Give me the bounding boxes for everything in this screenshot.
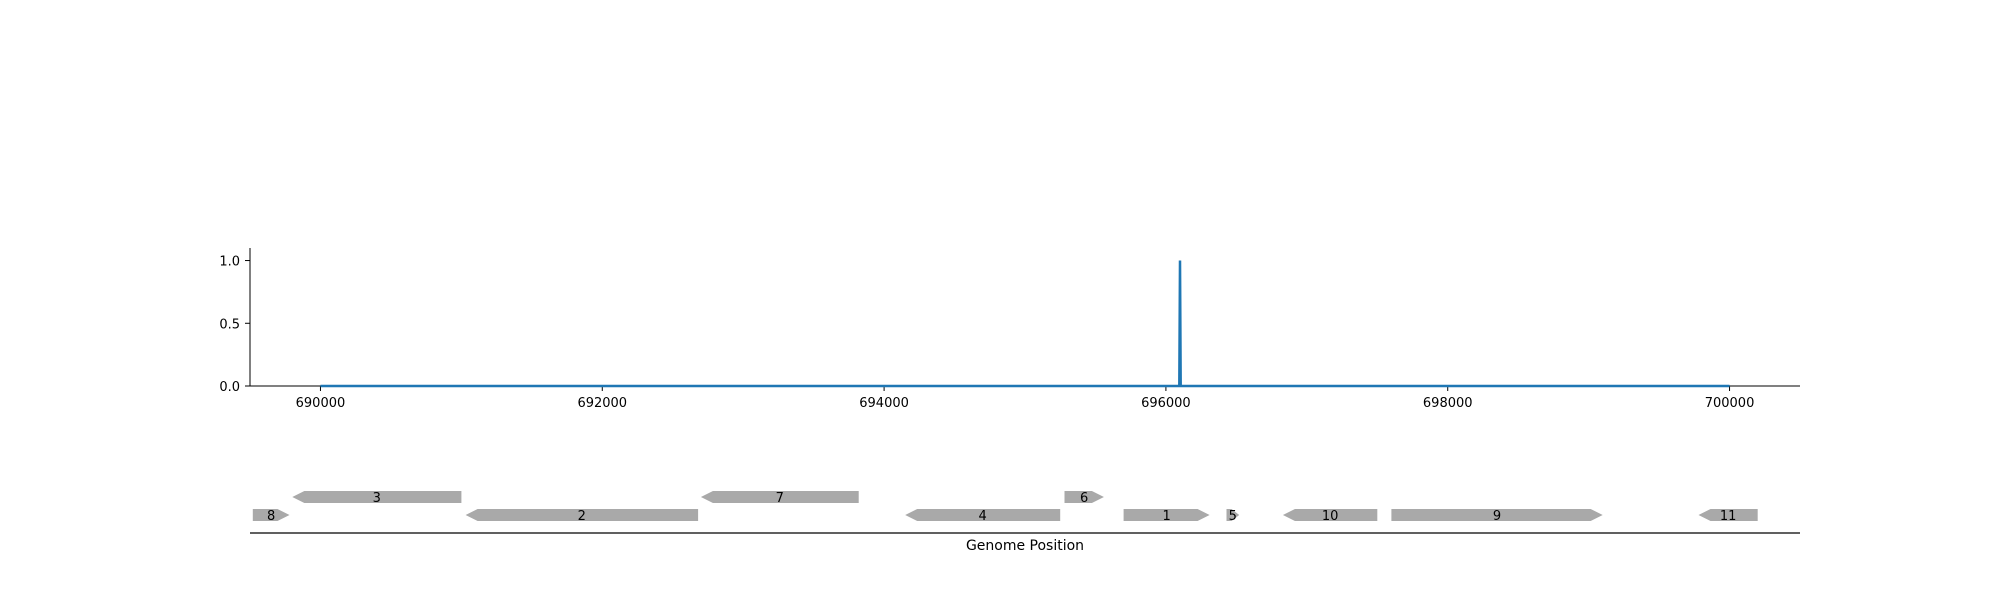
gene-label: 8 bbox=[267, 509, 275, 524]
gene-label: 1 bbox=[1162, 509, 1170, 524]
gene-arrow bbox=[1282, 509, 1378, 521]
x-tick-label: 696000 bbox=[1141, 396, 1191, 411]
gene-arrow bbox=[465, 509, 699, 521]
x-tick-label: 700000 bbox=[1705, 396, 1755, 411]
gene-arrow bbox=[700, 491, 859, 503]
y-tick-label: 0.0 bbox=[219, 380, 240, 395]
coverage-line bbox=[320, 260, 1730, 388]
gene-arrow bbox=[1123, 509, 1210, 521]
gene-arrow bbox=[1064, 491, 1104, 503]
gene-label: 3 bbox=[373, 491, 381, 506]
gene-label: 2 bbox=[578, 509, 586, 524]
y-tick-label: 1.0 bbox=[219, 255, 240, 270]
gene-track-xlabel: Genome Position bbox=[966, 538, 1084, 554]
gene-label: 4 bbox=[979, 509, 987, 524]
x-tick-label: 690000 bbox=[296, 396, 346, 411]
gene-label: 7 bbox=[776, 491, 784, 506]
gene-label: 5 bbox=[1229, 509, 1237, 524]
x-tick-label: 692000 bbox=[577, 396, 627, 411]
gene-arrow bbox=[1698, 509, 1758, 521]
x-tick-label: 698000 bbox=[1423, 396, 1473, 411]
gene-label: 11 bbox=[1720, 509, 1737, 524]
gene-track: 8 3 2 7 4 6 1 5 10 9 11 bbox=[250, 491, 1800, 534]
gene-arrow bbox=[292, 491, 462, 503]
coverage-plot: 0.0 0.5 1.0 690000 692000 694000 696000 698000 7… bbox=[219, 248, 1800, 411]
gene-label: 10 bbox=[1322, 509, 1339, 524]
gene-label: 9 bbox=[1493, 509, 1501, 524]
gene-arrow bbox=[1391, 509, 1603, 521]
gene-label: 6 bbox=[1080, 491, 1088, 506]
gene-arrow bbox=[252, 509, 290, 521]
x-tick-label: 694000 bbox=[859, 396, 909, 411]
gene-arrow bbox=[905, 509, 1061, 521]
gene-arrow bbox=[1226, 509, 1240, 521]
y-tick-label: 0.5 bbox=[219, 317, 240, 332]
